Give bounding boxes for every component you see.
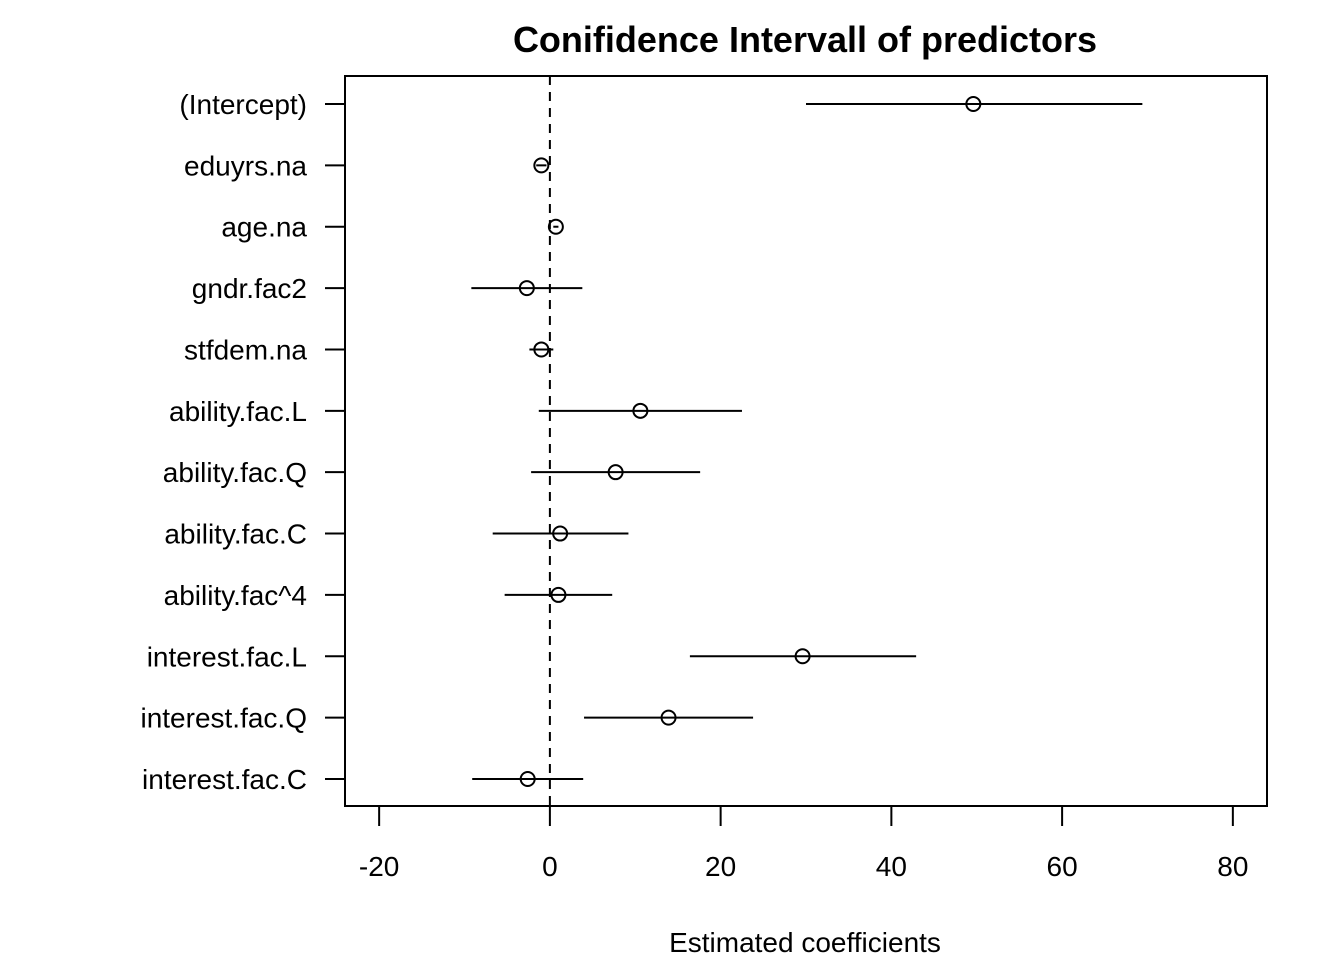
y-axis: (Intercept) eduyrs.na age.na gndr.fac2 stfde… — [140, 89, 345, 795]
y-tick-label: gndr.fac2 — [192, 273, 307, 304]
estimate-point — [550, 586, 567, 603]
x-tick-label: 0 — [542, 851, 558, 882]
x-tick-label: 60 — [1047, 851, 1078, 882]
y-tick-label: ability.fac.C — [164, 519, 307, 550]
estimate-point — [519, 771, 536, 787]
chart-title: Conifidence Intervall of predictors — [513, 19, 1097, 60]
y-tick-label: interest.fac.Q — [140, 703, 307, 734]
y-tick-label: age.na — [221, 212, 307, 243]
y-tick-label: ability.fac^4 — [164, 580, 307, 611]
y-tick-label: interest.fac.L — [147, 641, 307, 672]
y-tick-label: eduyrs.na — [184, 150, 307, 181]
y-tick-label: stfdem.na — [184, 334, 307, 365]
estimate-point — [533, 157, 550, 174]
x-axis-title: Estimated coefficients — [669, 927, 941, 958]
estimate-point — [533, 341, 550, 358]
y-tick-label: (Intercept) — [179, 89, 307, 120]
estimate-point — [632, 402, 649, 419]
estimate-point — [552, 525, 569, 542]
estimate-point — [547, 218, 564, 235]
y-tick-label: ability.fac.Q — [163, 457, 307, 488]
x-axis: -20 0 20 40 60 80 — [359, 805, 1248, 882]
plot-frame — [344, 75, 1268, 807]
estimate-point — [660, 709, 677, 726]
x-tick-label: 80 — [1217, 851, 1248, 882]
y-tick-label: ability.fac.L — [169, 396, 307, 427]
x-tick-label: 20 — [705, 851, 736, 882]
estimate-point — [965, 96, 982, 112]
x-tick-label: -20 — [359, 851, 399, 882]
estimate-point — [607, 464, 624, 481]
x-tick-label: 40 — [876, 851, 907, 882]
confidence-intervals — [471, 96, 1143, 787]
estimate-point — [794, 648, 811, 665]
estimate-point — [518, 280, 535, 297]
y-tick-label: interest.fac.C — [142, 764, 307, 795]
